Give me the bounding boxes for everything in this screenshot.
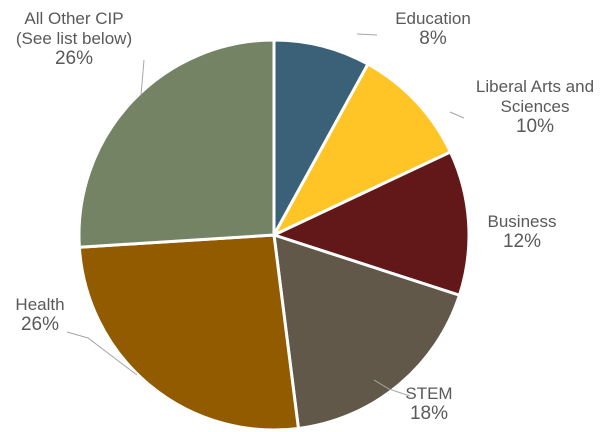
data-label-line: (See list below) — [16, 29, 132, 48]
data-label-line: 10% — [516, 116, 554, 137]
leader-line-health — [66, 331, 138, 376]
leader-line-liberal-arts-and-sciences — [449, 111, 465, 119]
data-label-line: 8% — [419, 28, 447, 49]
pie-slice-business — [269, 149, 471, 298]
labels-layer: Education 8%Liberal Arts and Sciences 10%Bu… — [15, 9, 594, 424]
data-label-all-other-cip-see-list-below: All Other CIP (See list below) 26% — [16, 9, 132, 69]
pie-slice-education — [272, 38, 370, 236]
leader-line-education — [356, 33, 378, 36]
data-label-line: Liberal Arts and — [476, 77, 594, 96]
data-label-stem: STEM 18% — [405, 384, 452, 424]
data-label-health: Health 26% — [15, 295, 64, 335]
data-label-line: Sciences — [501, 97, 570, 116]
data-label-line: Business — [488, 212, 557, 231]
data-label-line: Health — [15, 295, 64, 314]
data-label-line: 26% — [55, 48, 93, 69]
pie-slice-liberal-arts-and-sciences — [270, 62, 453, 239]
data-label-line: STEM — [405, 384, 452, 403]
data-label-line: Education — [395, 9, 471, 28]
pie-slice-health — [77, 233, 301, 432]
leader-line-all-other-cip-see-list-below — [140, 59, 145, 96]
data-label-line: 26% — [21, 314, 59, 335]
data-label-line: 12% — [503, 231, 541, 252]
data-label-line: 18% — [410, 403, 448, 424]
data-label-line: All Other CIP — [24, 9, 123, 28]
leader-line-stem — [373, 379, 411, 397]
leader-lines-layer — [66, 33, 465, 397]
pie-slice-all-other-cip-see-list-below — [77, 38, 276, 249]
data-label-business: Business 12% — [488, 212, 557, 252]
data-label-liberal-arts-and-sciences: Liberal Arts and Sciences 10% — [476, 77, 594, 137]
pie-slice-stem — [272, 232, 462, 431]
slices-layer — [77, 38, 471, 432]
data-label-education: Education 8% — [395, 9, 471, 49]
